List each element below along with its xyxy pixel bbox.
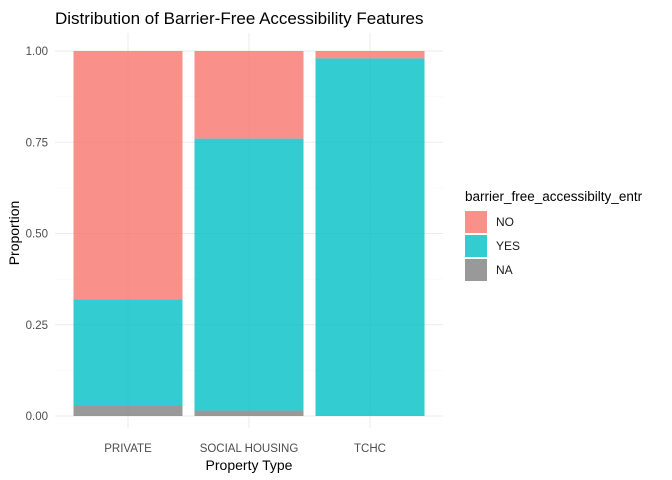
bar-no-tchc <box>315 51 425 59</box>
legend-label-na: NA <box>496 263 513 277</box>
bars <box>73 51 425 417</box>
legend: barrier_free_accessibilty_entr NO YES NA <box>465 189 643 281</box>
y-tick-label: 0.75 <box>26 137 48 149</box>
bar-no-private <box>73 51 183 300</box>
bar-yes-tchc <box>315 58 425 417</box>
bar-na-private <box>73 405 183 416</box>
y-tick-label: 0.50 <box>26 229 48 241</box>
y-tick-label: 0.00 <box>26 411 48 423</box>
legend-key-yes <box>465 235 487 257</box>
legend-key-no <box>465 211 487 233</box>
bar-no-social-housing <box>194 51 304 139</box>
x-axis-ticks: PRIVATE SOCIAL HOUSING TCHC <box>104 443 386 455</box>
bar-na-social-housing <box>194 410 304 416</box>
legend-label-no: NO <box>496 215 514 229</box>
y-axis-title: Proportion <box>6 201 22 266</box>
y-tick-label: 0.25 <box>26 320 48 332</box>
y-tick-label: 1.00 <box>26 46 48 58</box>
bar-yes-private <box>73 299 183 406</box>
chart-title: Distribution of Barrier-Free Accessibili… <box>55 9 423 28</box>
x-tick-label: PRIVATE <box>104 443 152 455</box>
y-axis-ticks: 0.00 0.25 0.50 0.75 1.00 <box>26 46 48 423</box>
legend-label-yes: YES <box>496 239 520 253</box>
legend-title: barrier_free_accessibilty_entr <box>465 189 643 204</box>
x-axis-title: Property Type <box>206 457 293 473</box>
x-tick-label: SOCIAL HOUSING <box>200 443 299 455</box>
bar-yes-social-housing <box>194 138 304 411</box>
x-tick-label: TCHC <box>354 443 386 455</box>
legend-key-na <box>465 259 487 281</box>
